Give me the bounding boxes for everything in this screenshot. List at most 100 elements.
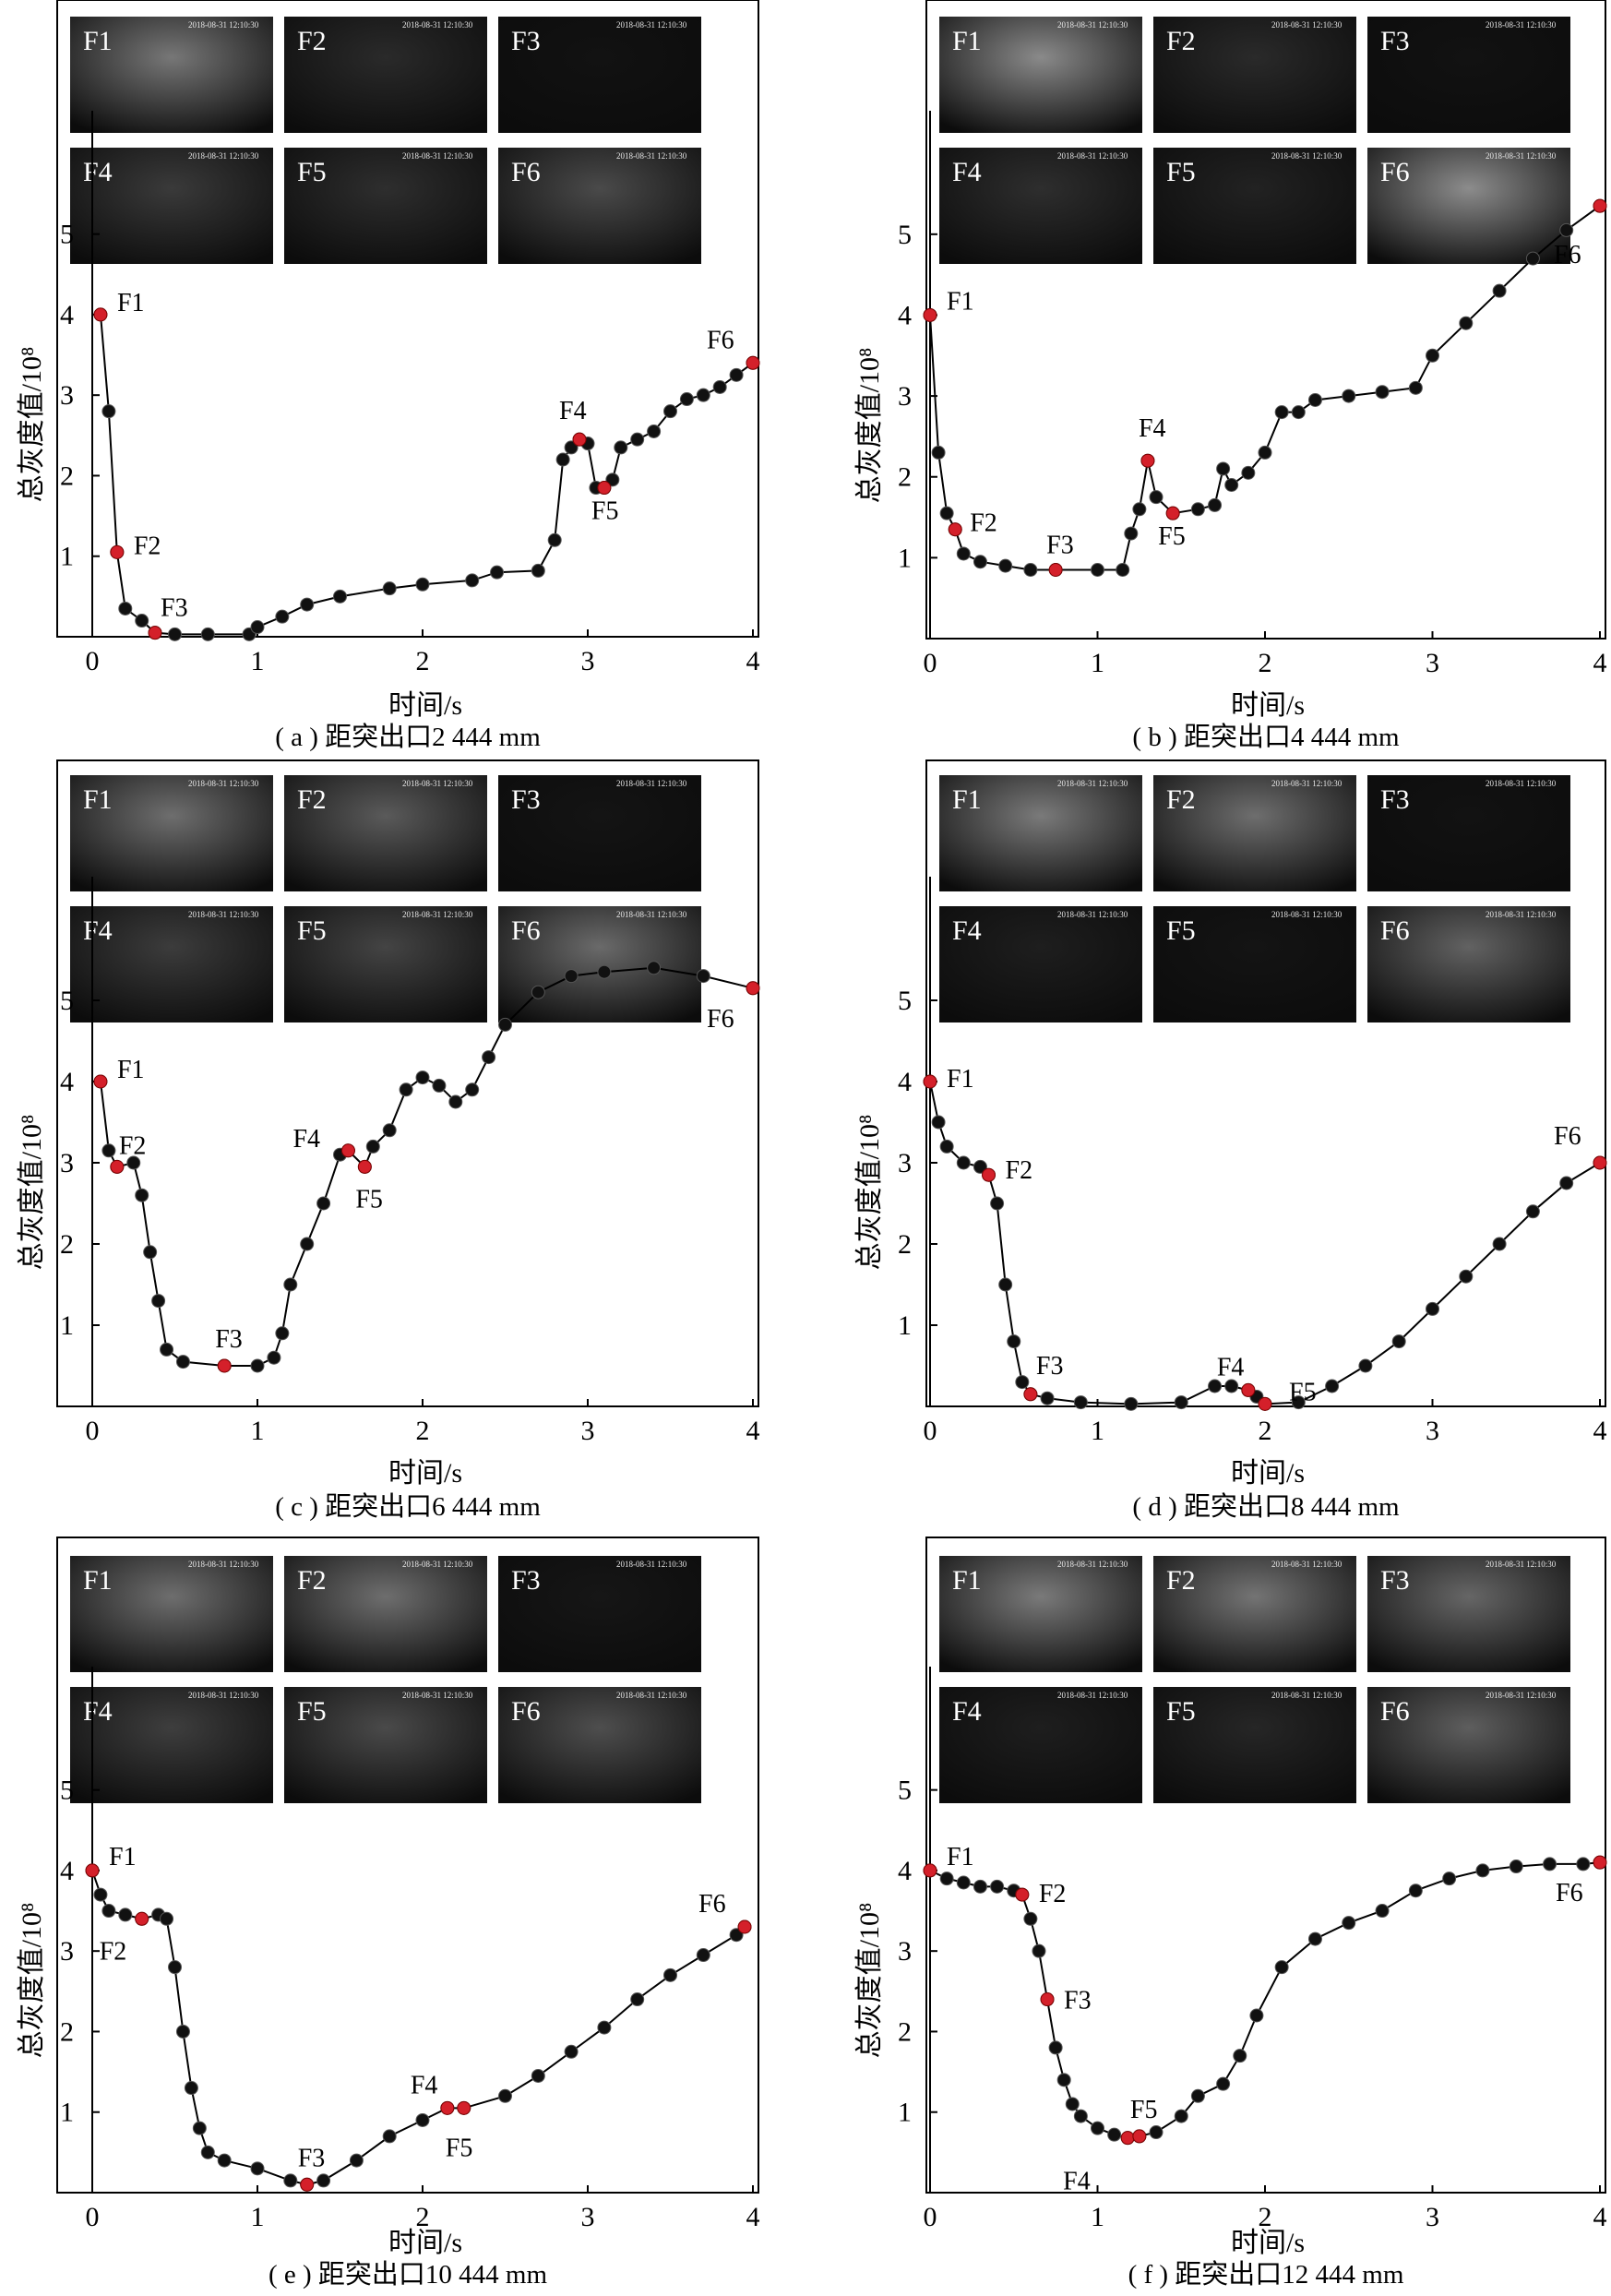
- marker-label-f1: F1: [947, 1065, 974, 1094]
- data-point: [1525, 251, 1540, 266]
- y-tick-label: 2: [60, 2016, 74, 2047]
- data-point: [1492, 1237, 1507, 1251]
- marker-f5: [1258, 1396, 1272, 1411]
- panel-frame: [56, 0, 759, 638]
- svg-text:2018-08-31 12:10:30: 2018-08-31 12:10:30: [188, 151, 259, 161]
- data-point: [1426, 1301, 1439, 1316]
- y-tick-label: 3: [60, 380, 74, 411]
- frame-photo-f6: F6 2018-08-31 12:10:30: [1367, 1687, 1570, 1803]
- photo-image: [1153, 148, 1356, 264]
- marker-label-f5: F5: [355, 1185, 383, 1214]
- photo-image: [284, 1556, 487, 1672]
- data-point: [729, 367, 744, 382]
- marker-label-f3: F3: [161, 594, 188, 623]
- data-point: [1559, 222, 1574, 237]
- y-tick-label: 4: [60, 1067, 74, 1097]
- data-point: [1091, 2121, 1104, 2135]
- svg-text:2018-08-31 12:10:30: 2018-08-31 12:10:30: [1486, 910, 1557, 919]
- x-tick-label: 3: [1426, 648, 1439, 678]
- data-point: [1174, 1395, 1188, 1410]
- x-axis-label: 时间/s: [1231, 1458, 1305, 1489]
- data-point: [1543, 1857, 1557, 1871]
- data-point: [547, 532, 562, 547]
- photo-image: [70, 1687, 273, 1803]
- marker-f6: [1593, 1155, 1607, 1170]
- data-point: [1116, 563, 1130, 578]
- chart-panel-c: F1 2018-08-31 12:10:30 F2 2018-08-31 12:10:…: [17, 759, 760, 1522]
- data-point: [490, 565, 505, 580]
- y-tick-label: 5: [60, 220, 74, 250]
- photo-image: [498, 1687, 701, 1803]
- data-point: [1442, 1871, 1457, 1886]
- svg-text:2018-08-31 12:10:30: 2018-08-31 12:10:30: [1486, 1560, 1557, 1569]
- frame-photo-f6: F6 2018-08-31 12:10:30: [498, 148, 701, 264]
- svg-text:2018-08-31 12:10:30: 2018-08-31 12:10:30: [1271, 910, 1342, 919]
- x-tick-label: 3: [581, 646, 595, 676]
- marker-label-f3: F3: [215, 1325, 243, 1354]
- svg-text:F4: F4: [952, 1696, 982, 1727]
- frame-photo-f3: F3 2018-08-31 12:10:30: [498, 17, 701, 133]
- svg-text:F4: F4: [83, 157, 113, 187]
- data-point: [101, 1904, 116, 1919]
- data-point: [1149, 2125, 1164, 2140]
- svg-text:F5: F5: [1166, 1696, 1196, 1727]
- y-tick-label: 1: [898, 543, 912, 573]
- data-point: [415, 2112, 430, 2127]
- data-point: [1208, 497, 1223, 512]
- svg-text:2018-08-31 12:10:30: 2018-08-31 12:10:30: [1057, 779, 1128, 788]
- data-point: [1274, 1960, 1289, 1975]
- photo-image: [1367, 906, 1570, 1022]
- panel-caption: ( a ) 距突出口2 444 mm: [275, 722, 541, 752]
- data-point: [564, 969, 579, 984]
- data-point: [531, 563, 545, 578]
- data-point: [250, 1358, 265, 1373]
- marker-label-f6: F6: [1556, 1879, 1583, 1907]
- data-point: [1124, 1396, 1139, 1411]
- frame-photo-f4: F4 2018-08-31 12:10:30: [939, 148, 1142, 264]
- frame-photo-f1: F1 2018-08-31 12:10:30: [70, 17, 273, 133]
- x-axis-label: 时间/s: [388, 1458, 462, 1489]
- data-point: [1015, 1375, 1030, 1390]
- data-point: [168, 1960, 182, 1975]
- data-point: [192, 2121, 207, 2135]
- svg-text:F6: F6: [1380, 915, 1410, 946]
- x-tick-label: 3: [581, 2202, 595, 2232]
- data-point: [382, 1123, 397, 1138]
- marker-f3: [300, 2177, 315, 2192]
- data-point: [990, 1196, 1005, 1211]
- chart-panel-f: F1 2018-08-31 12:10:30 F2 2018-08-31 12:10:…: [854, 1537, 1607, 2290]
- x-tick-label: 2: [416, 1416, 430, 1446]
- svg-text:F1: F1: [952, 784, 982, 815]
- x-tick-label: 4: [1593, 1416, 1607, 1446]
- marker-label-f6: F6: [1554, 1122, 1581, 1151]
- photo-image: [1153, 17, 1356, 133]
- data-point: [1576, 1857, 1591, 1871]
- photo-image: [70, 906, 273, 1022]
- data-point: [135, 1188, 149, 1202]
- frame-photo-f2: F2 2018-08-31 12:10:30: [1153, 17, 1356, 133]
- svg-text:2018-08-31 12:10:30: 2018-08-31 12:10:30: [1486, 20, 1557, 30]
- y-tick-label: 3: [898, 1148, 912, 1178]
- marker-label-f1: F1: [117, 1056, 145, 1084]
- frame-photo-f3: F3 2018-08-31 12:10:30: [1367, 1556, 1570, 1672]
- data-point: [939, 1139, 954, 1154]
- frame-photo-f2: F2 2018-08-31 12:10:30: [1153, 775, 1356, 891]
- data-point: [415, 577, 430, 592]
- y-tick-label: 5: [60, 986, 74, 1016]
- svg-text:2018-08-31 12:10:30: 2018-08-31 12:10:30: [1271, 1691, 1342, 1700]
- svg-text:F4: F4: [83, 915, 113, 946]
- data-point: [1291, 1395, 1306, 1410]
- data-point: [1525, 1204, 1540, 1219]
- data-point: [663, 1967, 677, 1982]
- svg-text:F6: F6: [511, 157, 541, 187]
- marker-f4: [440, 2100, 455, 2115]
- data-point: [663, 404, 677, 419]
- data-point: [1241, 465, 1256, 480]
- svg-text:2018-08-31 12:10:30: 2018-08-31 12:10:30: [1271, 151, 1342, 161]
- frame-photo-f1: F1 2018-08-31 12:10:30: [70, 775, 273, 891]
- x-tick-label: 3: [1426, 2202, 1439, 2232]
- marker-f1: [923, 1863, 937, 1878]
- marker-f1: [85, 1863, 100, 1878]
- data-point: [1216, 461, 1231, 476]
- data-point: [333, 589, 347, 604]
